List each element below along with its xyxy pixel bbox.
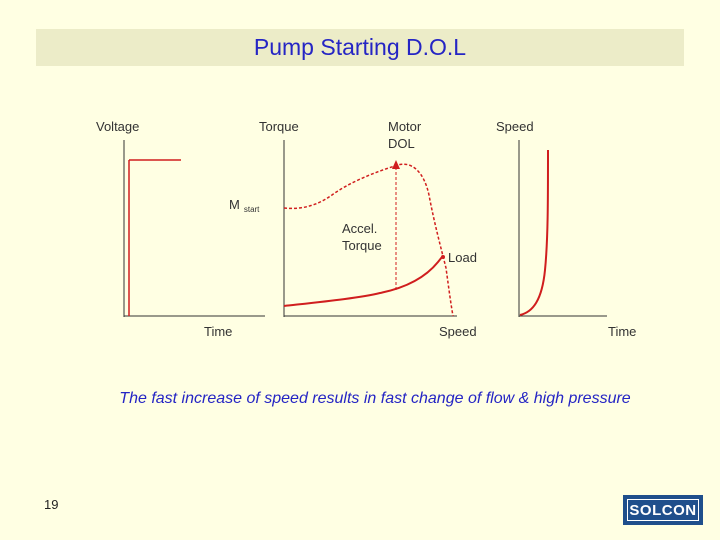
- x-speed-label: Speed: [439, 324, 477, 339]
- speed-rise-curve: [519, 149, 549, 316]
- slide-caption: The fast increase of speed results in fa…: [119, 390, 631, 407]
- load-torque-curve: [283, 256, 443, 307]
- accel-arrow-up: [392, 160, 400, 169]
- motor-label-line2: DOL: [388, 136, 415, 151]
- title-band: [36, 29, 684, 66]
- page-number: 19: [44, 497, 59, 512]
- voltage-label: Voltage: [96, 119, 140, 134]
- load-intersection-dot: [441, 255, 445, 259]
- slide-title: Pump Starting D.O.L: [253, 34, 467, 60]
- x-time-label-1: Time: [204, 324, 233, 339]
- mstart-m: M: [229, 197, 240, 212]
- accel-torque-label: Accel. Torque: [342, 220, 382, 254]
- mstart-subscript: start: [243, 205, 260, 214]
- logo-text: SOLCON: [627, 499, 699, 521]
- solcon-logo: SOLCON: [623, 495, 703, 525]
- speed-label: Speed: [496, 119, 534, 134]
- accel-line1: Accel.: [342, 221, 378, 236]
- accel-line2: Torque: [342, 238, 382, 253]
- motor-dol-label: Motor DOL: [388, 118, 421, 152]
- motor-label-line1: Motor: [388, 119, 422, 134]
- torque-label: Torque: [259, 119, 299, 134]
- x-time-label-2: Time: [608, 324, 637, 339]
- load-label: Load: [448, 250, 477, 265]
